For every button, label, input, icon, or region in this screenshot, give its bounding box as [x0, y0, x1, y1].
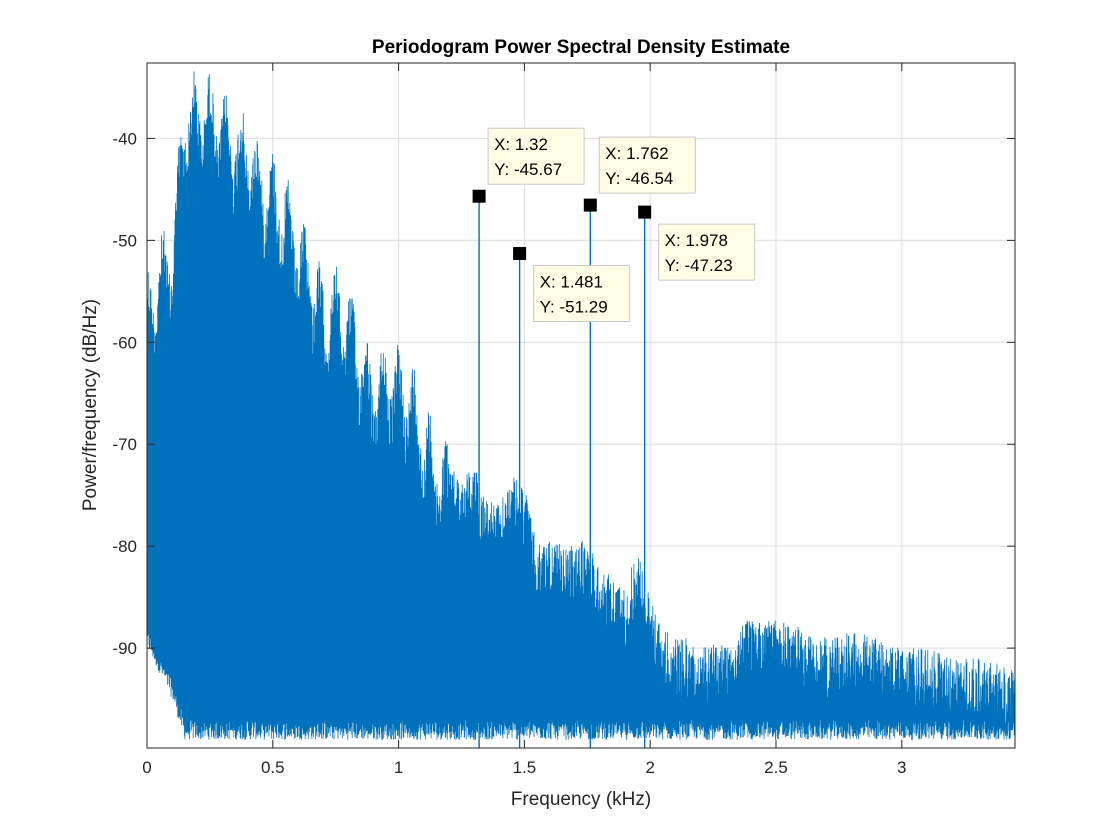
psd-signal — [146, 71, 1016, 748]
x-tick-label: 0.5 — [261, 758, 285, 777]
datatip-x-text: X: 1.978 — [665, 231, 728, 250]
datatip-y-text: Y: -47.23 — [665, 256, 733, 275]
x-tick-label: 1.5 — [513, 758, 537, 777]
datatip-box[interactable]: X: 1.481 Y: -51.29 — [533, 265, 631, 323]
datatip-box[interactable]: X: 1.762 Y: -46.54 — [598, 136, 696, 194]
datatip-background — [658, 223, 756, 281]
plot-area: 0 0.5 1 1.5 2 2.5 3 -40 -50 -60 -70 -80 -90 X: 1.32 Y… — [112, 62, 1016, 777]
datatip-y-text: Y: -45.67 — [494, 160, 562, 179]
datatip-marker[interactable] — [472, 189, 486, 203]
datatip-box[interactable]: X: 1.32 Y: -45.67 — [487, 127, 585, 185]
datatip-x-text: X: 1.762 — [605, 144, 668, 163]
axis-ticks: 0 0.5 1 1.5 2 2.5 3 -40 -50 -60 -70 -80 -90 — [112, 63, 1015, 777]
chart-title: Periodogram Power Spectral Density Estim… — [372, 37, 790, 58]
peak-markers[interactable] — [472, 189, 652, 261]
datatip-background — [533, 265, 631, 323]
datatip-background — [487, 127, 585, 185]
datatip-marker[interactable] — [513, 247, 527, 261]
y-tick-label: -40 — [112, 129, 137, 148]
datatip-marker[interactable] — [583, 198, 597, 212]
datatip-x-text: X: 1.481 — [540, 273, 603, 292]
y-tick-label: -80 — [112, 537, 137, 556]
y-axis-label: Power/frequency (dB/Hz) — [80, 299, 101, 511]
y-tick-label: -90 — [112, 639, 137, 658]
x-tick-label: 0 — [142, 758, 151, 777]
x-tick-label: 2.5 — [764, 758, 788, 777]
x-tick-label: 3 — [897, 758, 906, 777]
datatip-y-text: Y: -51.29 — [540, 298, 608, 317]
datatip-background — [598, 136, 696, 194]
datatip-y-text: Y: -46.54 — [605, 169, 673, 188]
y-tick-label: -60 — [112, 333, 137, 352]
x-axis-label: Frequency (kHz) — [511, 789, 651, 810]
datatip-box[interactable]: X: 1.978 Y: -47.23 — [658, 223, 756, 281]
y-tick-label: -70 — [112, 435, 137, 454]
datatip-marker[interactable] — [638, 205, 652, 219]
psd-trace — [146, 71, 1016, 740]
datatips[interactable]: X: 1.32 Y: -45.67 X: 1.481 Y: -51.29 X: 1.76… — [487, 127, 756, 323]
axes-box — [146, 62, 1016, 749]
x-tick-label: 1 — [394, 758, 403, 777]
y-tick-label: -50 — [112, 231, 137, 250]
datatip-x-text: X: 1.32 — [494, 135, 548, 154]
x-tick-label: 2 — [645, 758, 654, 777]
